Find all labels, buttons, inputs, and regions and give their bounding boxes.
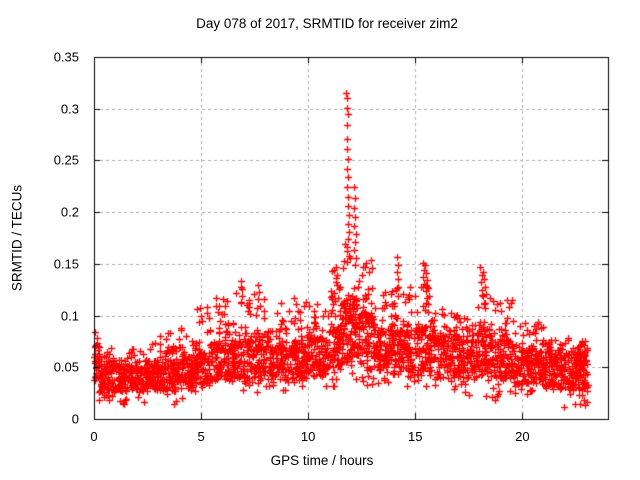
chart-title: Day 078 of 2017, SRMTID for receiver zim… xyxy=(196,16,458,31)
x-tick-label: 0 xyxy=(90,429,98,444)
y-tick-label: 0.1 xyxy=(60,308,79,324)
y-tick-label: 0.3 xyxy=(60,101,79,117)
x-axis-label: GPS time / hours xyxy=(270,453,374,468)
x-tick-label: 5 xyxy=(197,429,205,444)
y-tick-label: 0.35 xyxy=(53,49,79,65)
x-tick-label: 20 xyxy=(515,429,530,444)
y-tick-label: 0.2 xyxy=(60,204,79,220)
y-tick-label: 0 xyxy=(71,411,79,427)
y-tick-label: 0.15 xyxy=(53,256,79,272)
y-axis-label: SRMTID / TECUs xyxy=(9,184,25,292)
x-tick-label: 15 xyxy=(408,429,423,444)
y-tick-label: 0.25 xyxy=(53,152,79,168)
y-tick-label: 0.05 xyxy=(53,359,79,375)
x-tick-label: 10 xyxy=(300,429,316,444)
